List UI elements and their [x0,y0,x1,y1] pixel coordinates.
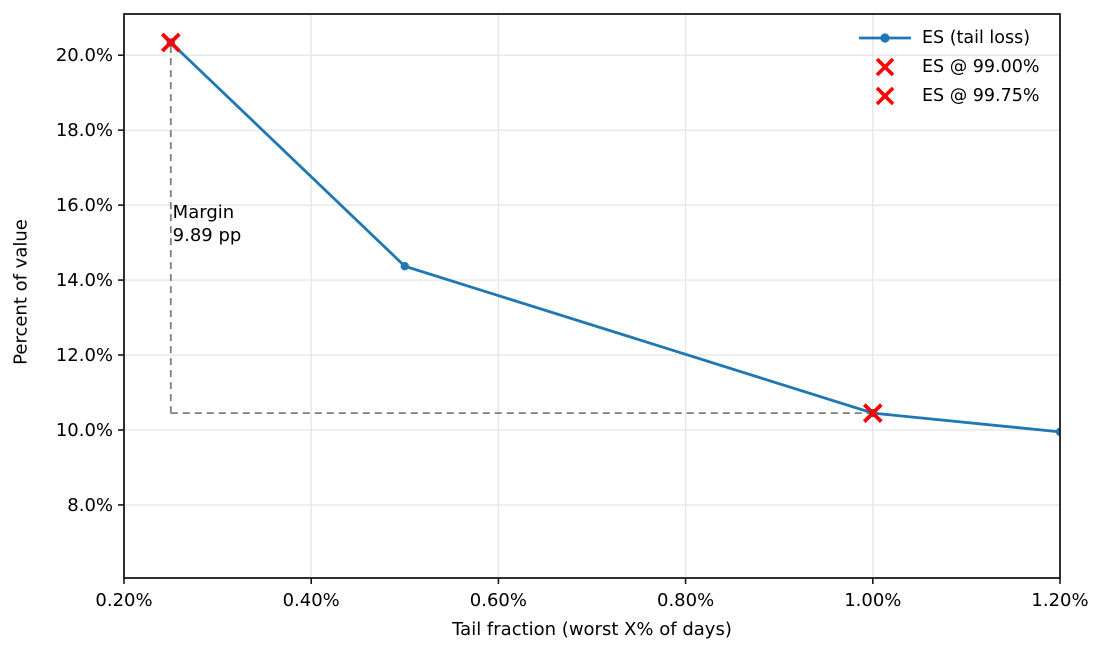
line-dot-marker-icon [859,33,911,43]
data-point-marker [400,262,409,271]
y-tick-label: 20.0% [56,45,113,66]
x-axis-label: Tail fraction (worst X% of days) [452,619,732,640]
legend-item-es-tail-loss: ES (tail loss) [856,24,1040,52]
margin-annotation: Margin 9.89 pp [173,201,242,247]
annotation-line-2: 9.89 pp [172,224,242,246]
legend-label-es-99-00: ES @ 99.00% [922,57,1040,77]
y-tick-label: 8.0% [67,495,113,516]
x-tick-label: 1.20% [1031,590,1088,611]
y-tick-label: 16.0% [56,195,113,216]
y-tick-label: 10.0% [56,420,113,441]
series-line [169,41,1060,434]
x-tick-label: 1.00% [844,590,901,611]
x-marker-icon [875,57,895,77]
legend: ES (tail loss) ES @ 99.00% ES @ 99.75% [856,24,1040,110]
x-tick-label: 0.60% [470,590,527,611]
y-axis-label: Percent of value [10,219,32,365]
legend-item-es-99-00: ES @ 99.00% [856,53,1040,81]
data-point-marker [1055,427,1060,437]
y-tick-label: 18.0% [56,120,113,141]
x-marker-icon [875,86,895,106]
y-tick-label: 14.0% [56,270,113,291]
x-tick-label: 0.40% [283,590,340,611]
x-tick-label: 0.80% [657,590,714,611]
axes-spines [123,13,1061,579]
legend-label-es-tail-loss: ES (tail loss) [922,28,1031,48]
annotation-line-1: Margin [172,201,235,223]
x-tick-label: 0.20% [95,590,152,611]
y-tick-label: 12.0% [56,345,113,366]
x-marker [862,403,883,423]
legend-item-es-99-75: ES @ 99.75% [856,82,1040,110]
legend-label-es-99-75: ES @ 99.75% [922,86,1040,106]
x-marker [160,32,181,53]
